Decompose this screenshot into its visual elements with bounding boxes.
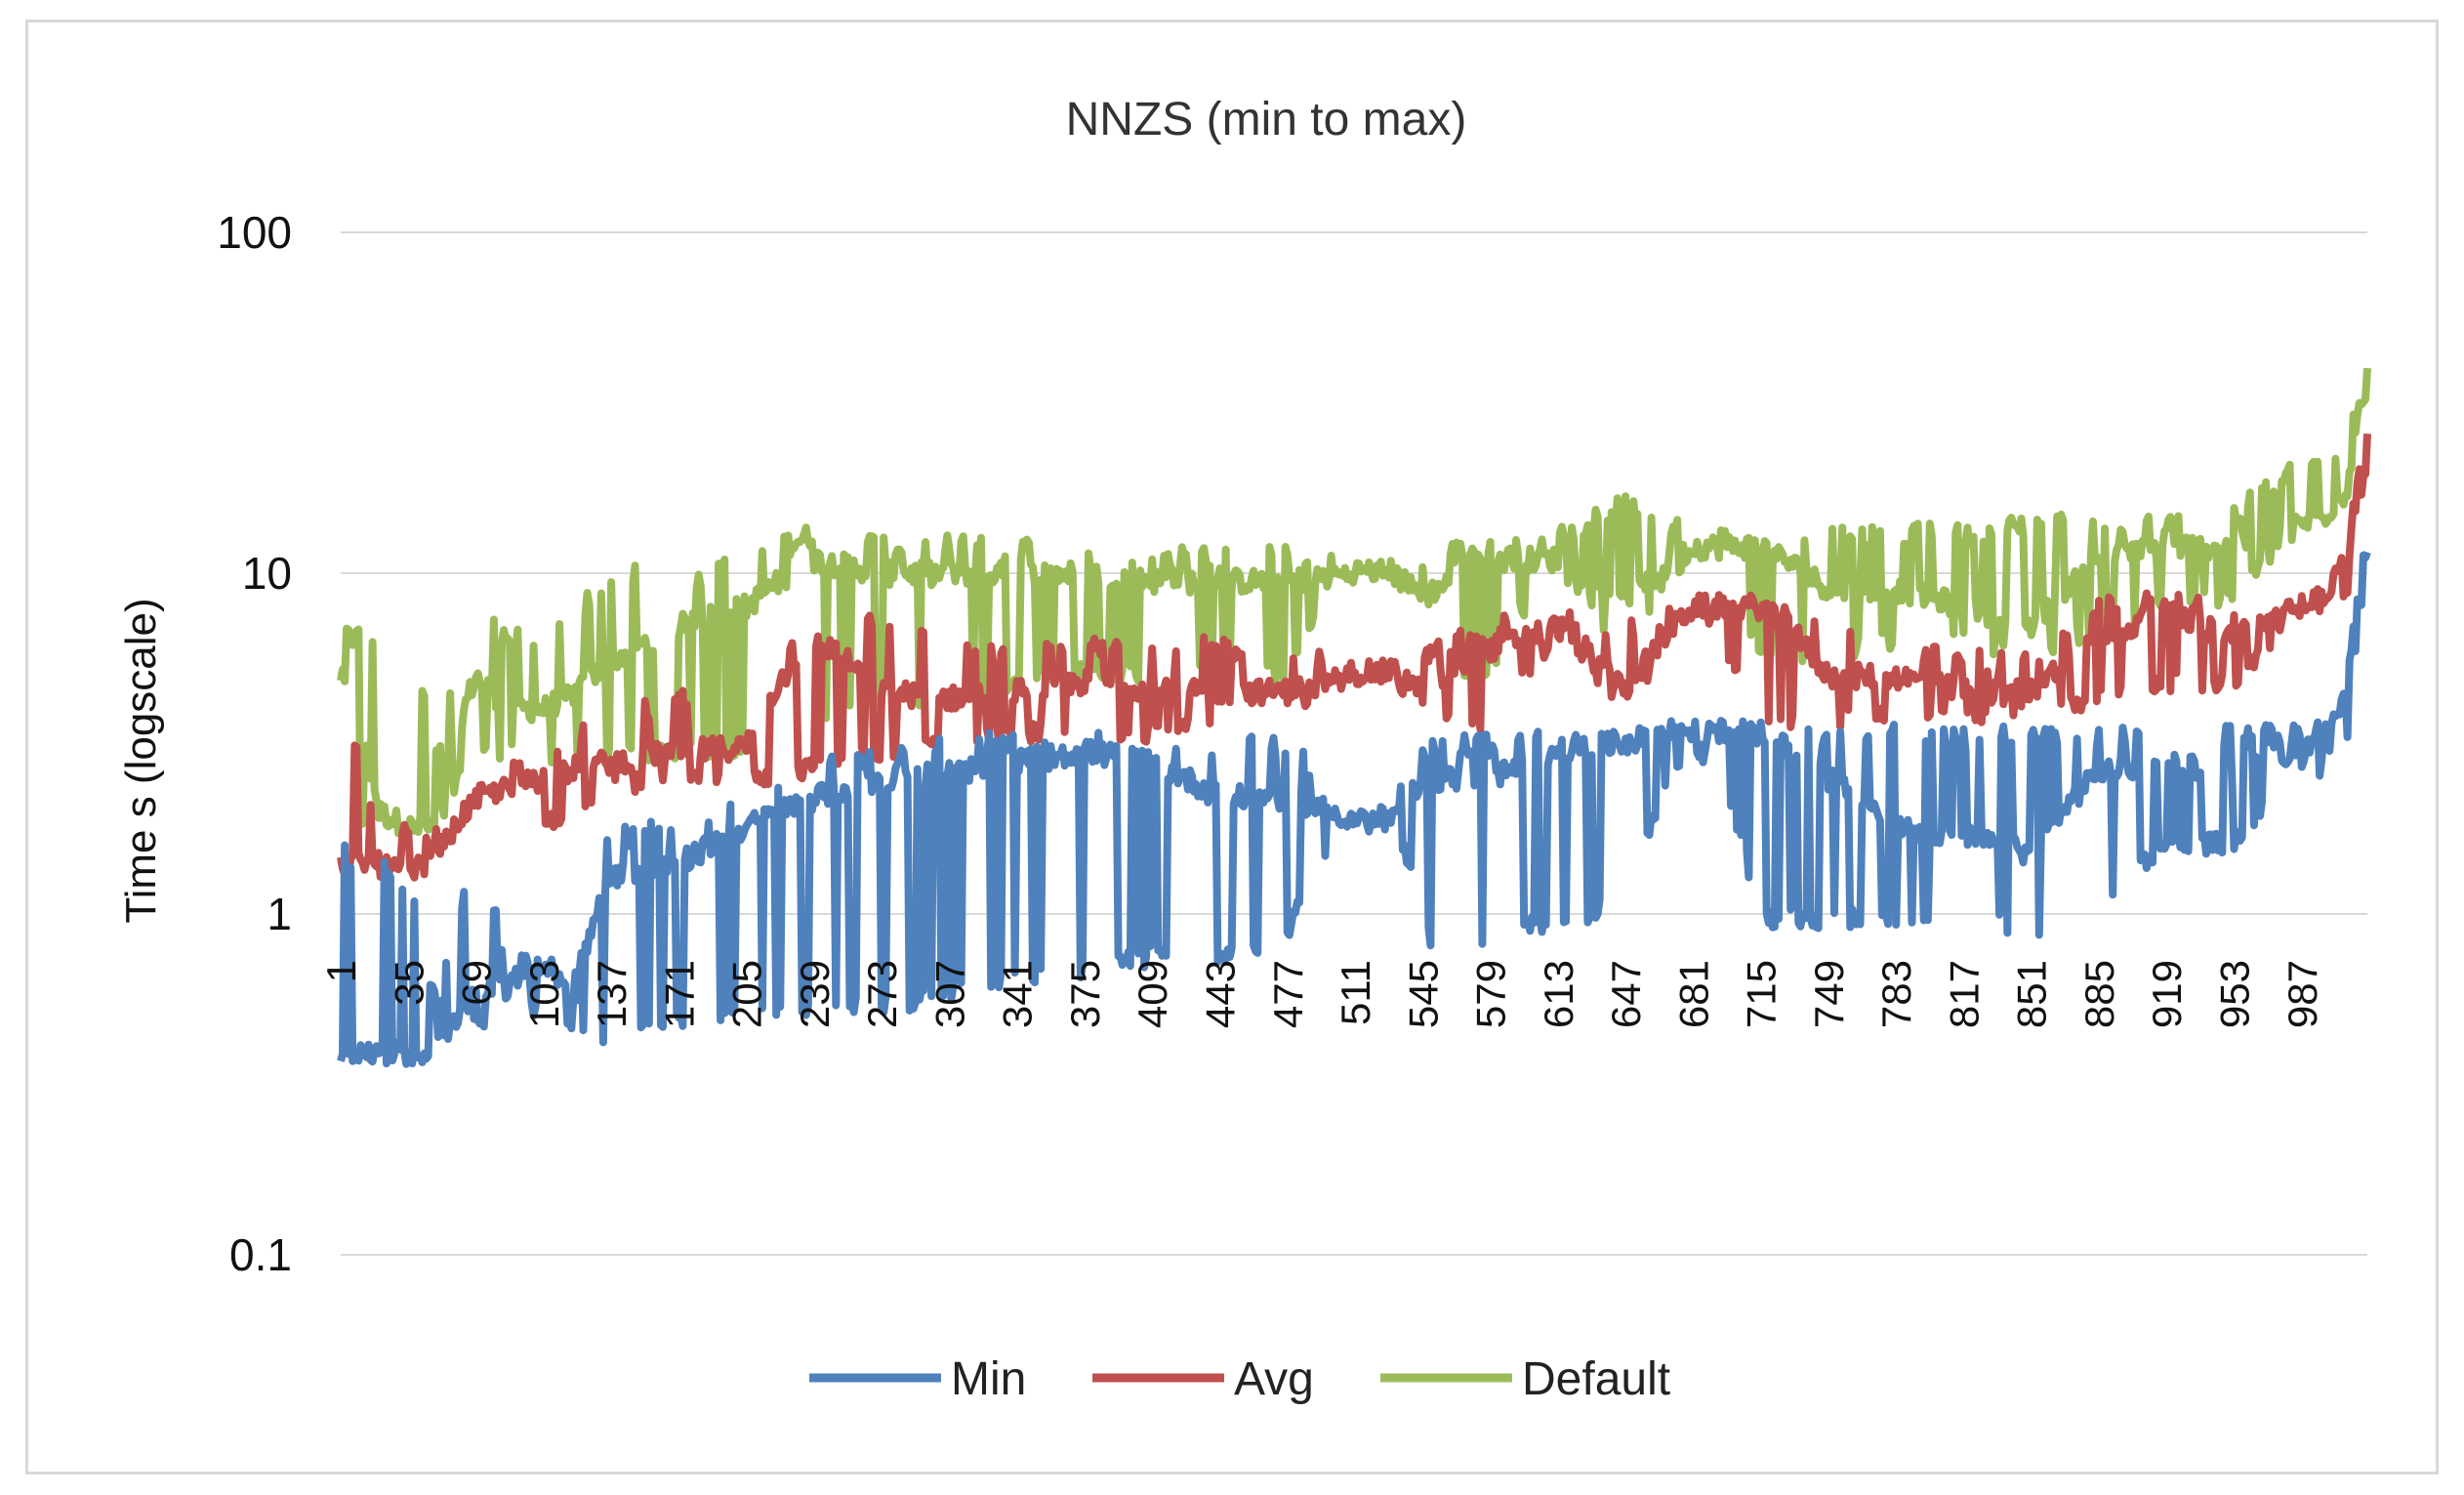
x-tick-label: 817	[1941, 960, 1987, 1028]
x-tick-label: 409	[1129, 960, 1175, 1028]
y-axis-label: Time s (logscale)	[117, 598, 165, 923]
x-tick-label: 987	[2279, 960, 2325, 1028]
x-tick-label: 851	[2009, 960, 2055, 1028]
legend-label-default: Default	[1522, 1353, 1670, 1405]
x-tick-label: 647	[1603, 960, 1649, 1028]
x-tick-label: 171	[656, 960, 702, 1028]
legend: Min Avg Default	[809, 1353, 1670, 1405]
x-tick-label: 477	[1265, 960, 1311, 1028]
x-tick-label: 341	[995, 960, 1041, 1028]
y-tick-label: 100	[217, 207, 292, 258]
x-tick-label: 273	[859, 960, 905, 1028]
x-tick-label: 1	[318, 960, 364, 982]
x-tick-label: 443	[1198, 960, 1244, 1028]
x-tick-label: 205	[724, 960, 770, 1028]
x-tick-label: 919	[2144, 960, 2190, 1028]
x-tick-label: 69	[454, 960, 500, 1006]
y-tick-label: 0.1	[229, 1229, 292, 1280]
x-tick-label: 137	[589, 960, 635, 1028]
x-tick-label: 375	[1062, 960, 1108, 1028]
x-tick-label: 307	[926, 960, 972, 1028]
series-default-line	[337, 367, 2371, 841]
legend-label-min: Min	[951, 1353, 1026, 1405]
line-chart: NNZS (min to max) 0.1 1 10 100 Time s (logs…	[117, 94, 2371, 1405]
series-avg-line	[337, 434, 2371, 882]
x-tick-label: 103	[521, 960, 567, 1028]
x-tick-label: 885	[2076, 960, 2122, 1028]
x-tick-label: 783	[1873, 960, 1919, 1028]
x-axis-ticks: 1 35 69 103 137 171 205 239 273 307 341 375 409 443 47…	[318, 960, 2325, 1028]
x-tick-label: 613	[1536, 960, 1581, 1028]
x-tick-label: 239	[792, 960, 838, 1028]
legend-label-avg: Avg	[1234, 1353, 1314, 1405]
x-tick-label: 35	[386, 960, 431, 1006]
x-tick-label: 715	[1739, 960, 1785, 1028]
chart-title: NNZS (min to max)	[1066, 94, 1467, 145]
x-tick-label: 545	[1400, 960, 1446, 1028]
y-tick-label: 10	[242, 548, 292, 599]
x-tick-label: 749	[1806, 960, 1852, 1028]
y-tick-label: 1	[267, 889, 292, 939]
chart-area: NNZS (min to max) 0.1 1 10 100 Time s (logs…	[25, 20, 2439, 1474]
x-tick-label: 579	[1468, 960, 1514, 1028]
x-tick-label: 681	[1670, 960, 1716, 1028]
x-tick-label: 511	[1333, 960, 1378, 1025]
x-tick-label: 953	[2212, 960, 2258, 1028]
series-min-line	[337, 551, 2371, 1068]
series-lines	[337, 367, 2371, 1068]
y-axis-ticks: 0.1 1 10 100	[217, 207, 292, 1280]
